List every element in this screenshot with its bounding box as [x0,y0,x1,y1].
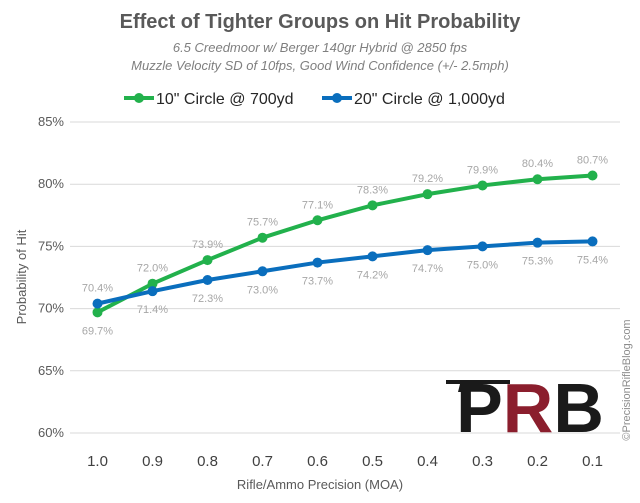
x-tick-label: 1.0 [87,453,108,470]
data-label: 74.7% [412,263,443,275]
legend-marker-20in-circle [332,93,342,103]
y-tick-label: 80% [38,176,64,191]
data-label: 72.0% [137,263,168,275]
data-point[interactable] [367,200,378,211]
series-0 [92,170,598,318]
data-point[interactable] [587,236,598,247]
y-tick-label: 65% [38,363,64,378]
y-tick-label: 70% [38,301,64,316]
data-label: 69.7% [82,325,113,337]
x-tick-label: 0.8 [197,453,218,470]
data-point[interactable] [312,215,323,226]
data-label: 75.4% [577,254,608,266]
data-label: 75.7% [247,217,278,229]
x-axis-ticks: 1.0 0.9 0.8 0.7 0.6 0.5 0.4 0.3 0.2 0.1 [87,453,603,470]
data-point[interactable] [147,278,158,289]
y-axis-label: Probability of Hit [14,229,29,324]
x-tick-label: 0.1 [582,453,603,470]
y-axis-ticks: 60% 65% 70% 75% 80% 85% [38,114,64,440]
x-axis-label: Rifle/Ammo Precision (MOA) [237,477,403,492]
y-tick-label: 85% [38,114,64,129]
data-label: 80.4% [522,158,553,170]
series-line [96,173,593,315]
x-tick-label: 0.2 [527,453,548,470]
watermark-text: ©PrecisionRifleBlog.com [621,319,633,440]
data-label: 70.4% [82,283,113,295]
data-point[interactable] [587,170,598,181]
data-label: 75.3% [522,256,553,268]
chart-subtitle-line-1: 6.5 Creedmoor w/ Berger 140gr Hybrid @ 2… [173,40,468,55]
legend-marker-10in-circle [134,93,144,103]
data-point[interactable] [422,245,433,256]
data-label: 74.2% [357,269,388,281]
data-label: 80.7% [577,154,608,166]
data-point[interactable] [312,257,323,268]
data-label: 75.0% [467,259,498,271]
series-line [97,239,593,306]
x-tick-label: 0.9 [142,453,163,470]
gridlines [70,121,620,434]
series-layer: 69.7% 70.4% 72.0% 71.4% 73.9% 72.3% 75.7% 73.0%… [82,154,608,337]
data-point[interactable] [477,241,488,252]
x-tick-label: 0.3 [472,453,493,470]
data-label: 79.9% [467,164,498,176]
prb-logo: PRB [446,369,619,447]
data-point[interactable] [367,251,378,262]
chart-title: Effect of Tighter Groups on Hit Probabil… [120,11,522,33]
data-label: 77.1% [302,199,333,211]
data-point[interactable] [422,189,433,200]
legend: 10" Circle @ 700yd 20" Circle @ 1,000yd [124,91,505,108]
data-label: 73.9% [192,239,223,251]
data-label: 71.4% [137,304,168,316]
x-tick-label: 0.6 [307,453,328,470]
data-label: 79.2% [412,173,443,185]
data-point[interactable] [92,307,103,318]
data-point[interactable] [532,237,543,248]
data-point[interactable] [477,180,488,191]
data-label: 73.0% [247,284,278,296]
x-tick-label: 0.4 [417,453,438,470]
data-point[interactable] [92,298,103,309]
data-point[interactable] [257,266,268,277]
data-point[interactable] [202,274,213,285]
legend-item-20in-circle[interactable]: 20" Circle @ 1,000yd [322,91,505,108]
data-point[interactable] [202,255,213,266]
y-tick-label: 75% [38,238,64,253]
y-tick-label: 60% [38,425,64,440]
data-point[interactable] [532,174,543,185]
data-label: 72.3% [192,293,223,305]
data-point[interactable] [257,232,268,243]
series-1 [92,236,598,309]
x-tick-label: 0.5 [362,453,383,470]
legend-label-10in-circle: 10" Circle @ 700yd [156,91,294,108]
legend-label-20in-circle: 20" Circle @ 1,000yd [354,91,505,108]
data-label: 73.7% [302,276,333,288]
data-label: 78.3% [357,184,388,196]
data-point[interactable] [147,286,158,297]
legend-item-10in-circle[interactable]: 10" Circle @ 700yd [124,91,294,108]
rifle-silhouette-icon [446,380,510,392]
x-tick-label: 0.7 [252,453,273,470]
chart-subtitle-line-2: Muzzle Velocity SD of 10fps, Good Wind C… [131,58,509,73]
